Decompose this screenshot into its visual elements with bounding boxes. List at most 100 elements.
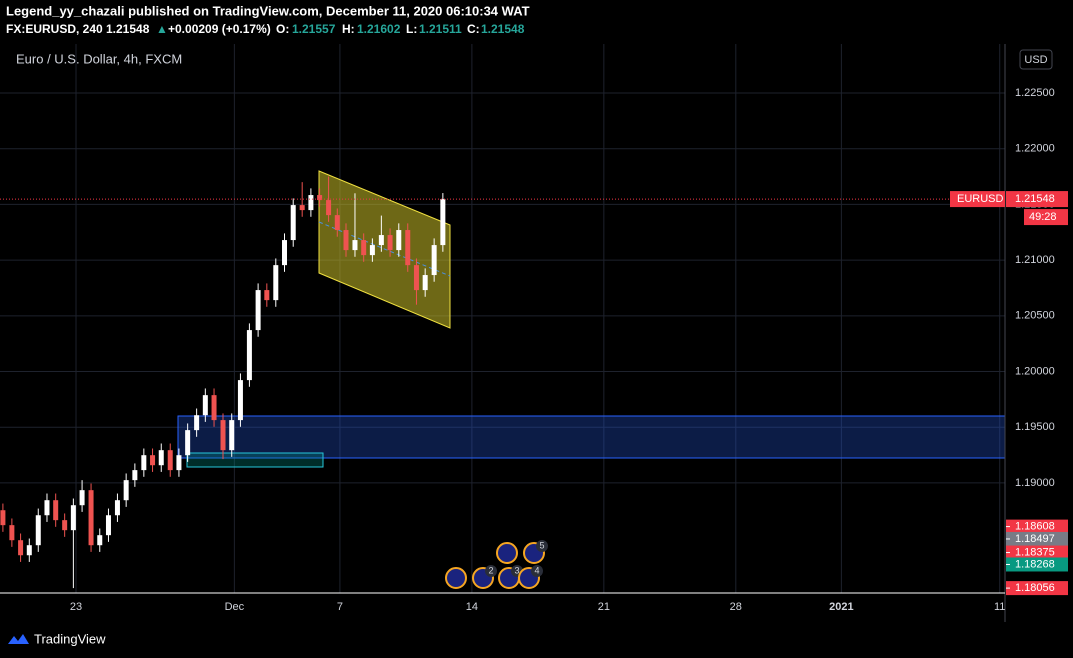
- price-label-box: [1006, 519, 1068, 534]
- candle-body: [299, 205, 305, 211]
- event-badge: [531, 565, 543, 577]
- candle-body: [18, 540, 24, 556]
- x-tick-label: 21: [598, 601, 610, 613]
- candle-body: [334, 215, 340, 231]
- y-tick-label: 1.20500: [1015, 310, 1055, 322]
- candle-body: [53, 500, 59, 521]
- y-tick-label: 1.20000: [1015, 365, 1055, 377]
- candle-body: [9, 525, 15, 541]
- y-tick-label: 1.19500: [1015, 421, 1055, 433]
- footer: [0, 622, 1073, 658]
- candle-body: [246, 330, 252, 381]
- last-price-box: [1006, 191, 1068, 208]
- zone: [177, 415, 1006, 459]
- candle-body: [369, 245, 375, 256]
- event-count: 4: [534, 565, 539, 575]
- candle-body: [308, 195, 314, 211]
- price-label: 1.18497: [1015, 533, 1055, 545]
- x-tick-label: 11: [994, 601, 1005, 613]
- candle-body: [273, 265, 279, 301]
- candle-body: [62, 520, 68, 531]
- price-label: 1.18608: [1015, 521, 1055, 533]
- price-label-box: [1006, 531, 1068, 546]
- c: 1.21548: [481, 22, 525, 36]
- symbol: FX:EURUSD, 240: [6, 22, 103, 36]
- last-price: 1.21548: [1015, 193, 1055, 205]
- c-label: C:: [467, 22, 480, 36]
- candle-body: [255, 290, 261, 331]
- price-label: 1.18268: [1015, 558, 1055, 570]
- candle-body: [167, 450, 173, 471]
- candle-body: [440, 199, 446, 246]
- candle-body: [422, 275, 428, 291]
- price-label-box: [1006, 557, 1068, 572]
- x-tick-label: 28: [730, 601, 742, 613]
- event-count: 2: [488, 565, 493, 575]
- candle-body: [158, 450, 164, 466]
- event-icon: [496, 542, 518, 564]
- last-price-name: EURUSD: [957, 193, 1004, 205]
- candle-body: [290, 205, 296, 241]
- candle-body: [361, 240, 367, 256]
- last: 1.21548: [106, 22, 150, 36]
- candle-body: [387, 235, 393, 251]
- arrow: ▲: [156, 22, 168, 36]
- x-tick-label: 7: [337, 601, 343, 613]
- h-label: H:: [342, 22, 355, 36]
- candle-body: [176, 455, 182, 471]
- o-label: O:: [276, 22, 289, 36]
- zone-small: [186, 452, 324, 468]
- x-tick-label: 23: [70, 601, 82, 613]
- candle-body: [317, 195, 323, 201]
- candle-body: [105, 515, 111, 536]
- candle-body: [70, 505, 76, 531]
- candle-body: [132, 470, 138, 481]
- price-label: 1.18056: [1015, 582, 1055, 594]
- l: 1.21511: [419, 22, 462, 36]
- candle-body: [343, 230, 349, 251]
- x-tick-label: Dec: [225, 601, 245, 613]
- candle-body: [79, 490, 85, 506]
- candle-body: [35, 515, 41, 546]
- y-tick-label: 1.21000: [1015, 254, 1055, 266]
- channel-mid: [318, 221, 451, 277]
- countdown-box: [1024, 209, 1068, 226]
- candle-body: [150, 455, 156, 466]
- candle-body: [202, 395, 208, 416]
- change: +0.00209 (+0.17%): [168, 22, 271, 36]
- candle-body: [405, 230, 411, 266]
- candle-body: [431, 245, 437, 276]
- y-tick-label: 1.19000: [1015, 477, 1055, 489]
- chart-legend: Euro / U.S. Dollar, 4h, FXCM: [16, 51, 182, 66]
- h: 1.21602: [357, 22, 401, 36]
- candle-body: [396, 230, 402, 251]
- price-label: 1.18375: [1015, 546, 1055, 558]
- candle-body: [185, 430, 191, 456]
- candle-body: [237, 380, 243, 421]
- candle-body: [211, 395, 217, 421]
- x-tick-label: 2021: [829, 601, 853, 613]
- candle-body: [123, 480, 129, 501]
- event-count: 5: [539, 540, 544, 550]
- candle-body: [352, 240, 358, 251]
- publisher: Legend_yy_chazali published on TradingVi…: [6, 3, 530, 18]
- candle-body: [378, 235, 384, 246]
- candle-body: [413, 265, 419, 291]
- event-badge: [485, 565, 497, 577]
- candle-body: [44, 500, 50, 516]
- currency-button[interactable]: [1019, 49, 1053, 70]
- logo: TradingView: [34, 631, 106, 646]
- candle-body: [264, 290, 270, 301]
- candle-body: [26, 545, 32, 556]
- candle-body: [141, 455, 147, 471]
- plot: 2 3 4 5: [0, 44, 1006, 593]
- candle-body: [0, 510, 6, 526]
- candle-body: [282, 240, 288, 266]
- candle-body: [326, 200, 332, 216]
- candle-body: [114, 500, 120, 516]
- o: 1.21557: [292, 22, 336, 36]
- ohlc-line: FX:EURUSD, 240 1.21548 ▲ +0.00209 (+0.17…: [6, 22, 525, 36]
- event-icon: [445, 567, 467, 589]
